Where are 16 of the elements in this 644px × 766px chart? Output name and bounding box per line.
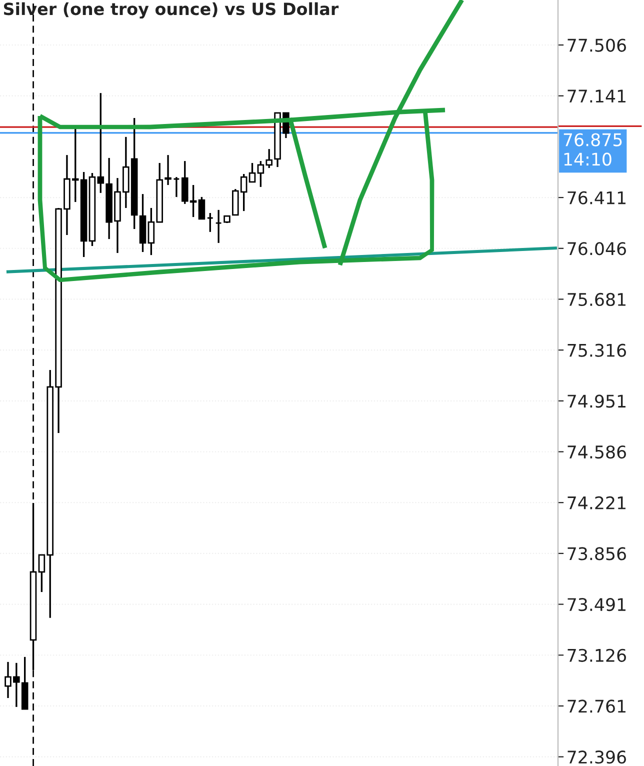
y-tick-label: 74.586 xyxy=(568,445,626,459)
y-tick-label: 73.491 xyxy=(568,598,626,612)
y-tick-label: 74.221 xyxy=(568,496,626,510)
y-tick-label: 72.761 xyxy=(568,700,626,713)
y-tick-label: 76.046 xyxy=(568,242,626,256)
y-tick-label: 77.506 xyxy=(568,38,626,52)
y-tick-label: 73.856 xyxy=(568,547,626,560)
chart-title: Silver (one troy ounce) vs US Dollar xyxy=(4,2,339,19)
ref-line-label: 76.875 14:10 xyxy=(564,133,622,166)
y-tick-label: 72.396 xyxy=(568,750,626,764)
y-tick-label: 75.681 xyxy=(568,292,626,306)
y-tick-label: 76.411 xyxy=(568,191,626,204)
y-tick-label: 73.126 xyxy=(568,648,626,662)
y-tick-label: 74.951 xyxy=(568,394,626,408)
y-tick-label: 77.141 xyxy=(568,90,626,102)
y-tick-label: 75.316 xyxy=(568,344,626,357)
